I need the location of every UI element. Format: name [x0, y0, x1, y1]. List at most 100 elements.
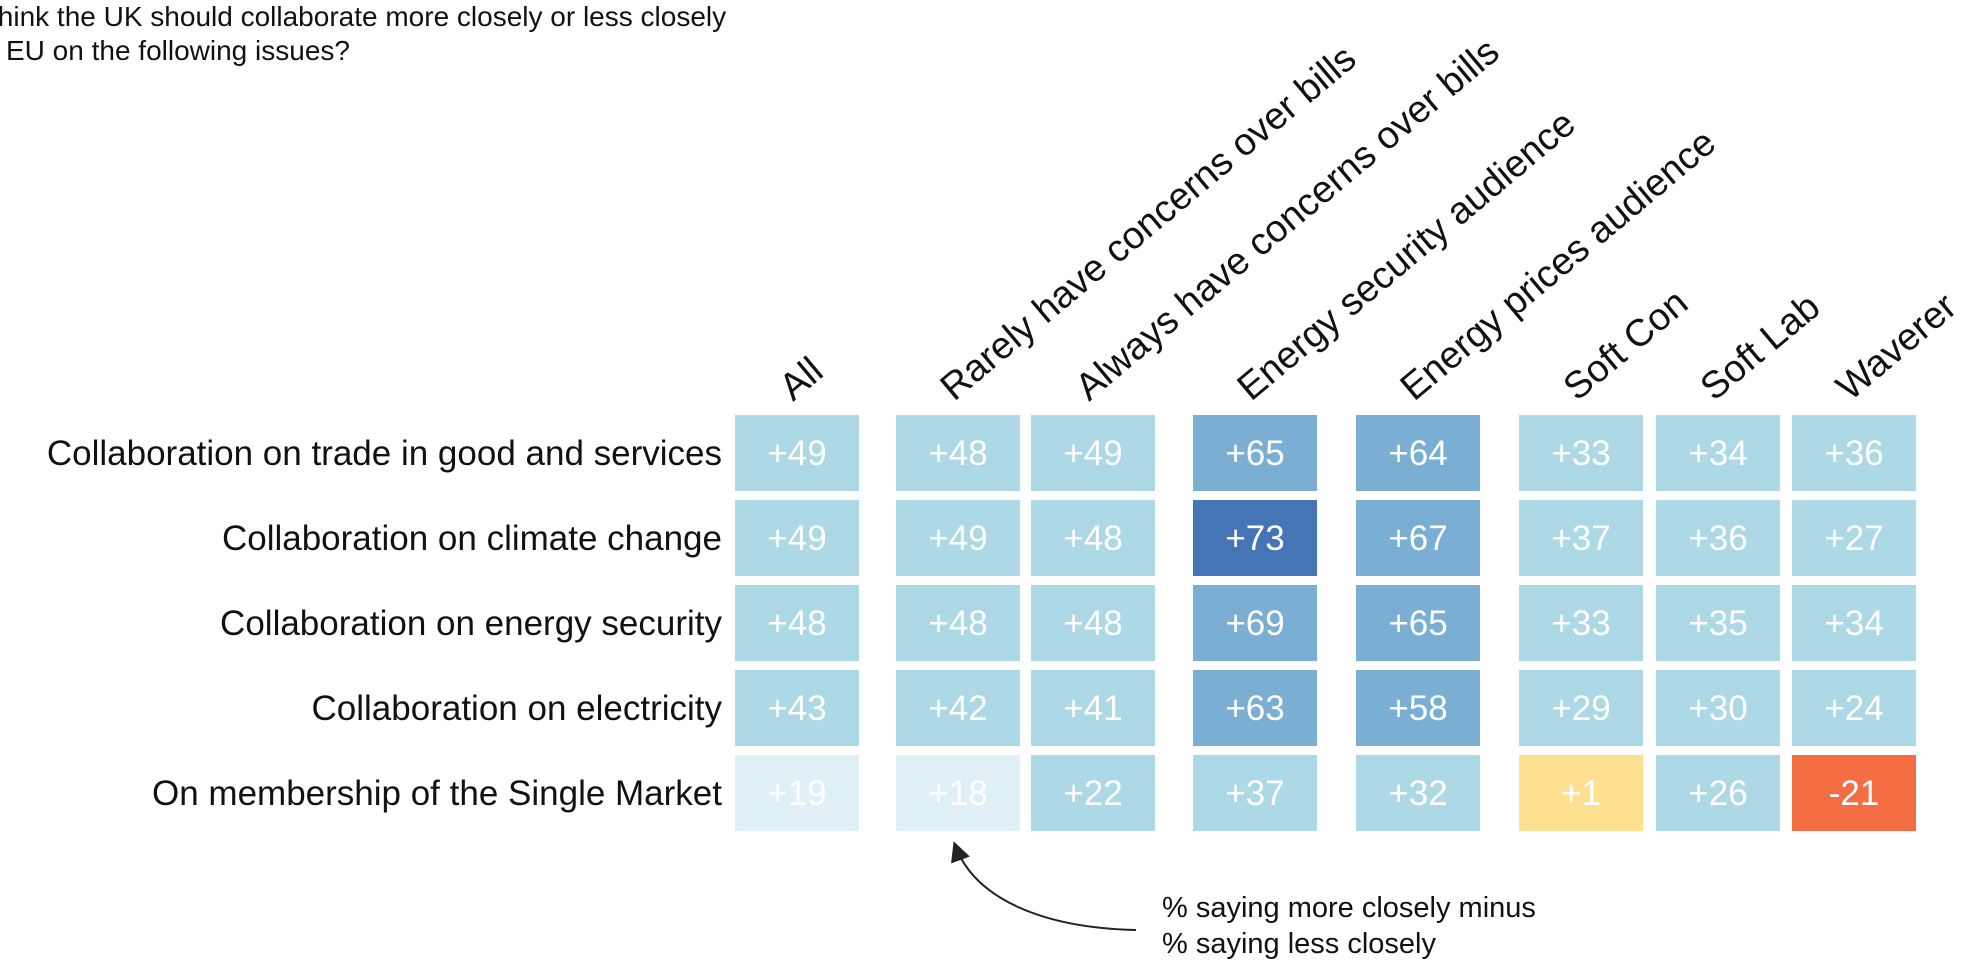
heatmap-cell-value: +35: [1688, 604, 1747, 643]
heatmap-cell: [1792, 500, 1916, 576]
heatmap-cell-value: +48: [1063, 519, 1122, 558]
heatmap-cell-value: +49: [1063, 434, 1122, 473]
heatmap-cell: [896, 670, 1020, 746]
heatmap-cell: [896, 755, 1020, 831]
heatmap-cell: [1031, 670, 1155, 746]
heatmap-cell: [735, 585, 859, 661]
heatmap-cell: [896, 500, 1020, 576]
heatmap-cell-value: +32: [1388, 774, 1447, 813]
heatmap-cell: [1356, 755, 1480, 831]
heatmap-cell: [1356, 415, 1480, 491]
heatmap-cell: [896, 415, 1020, 491]
heatmap-cell: [1792, 585, 1916, 661]
column-labels: All Rarely have concerns over billsAlways…: [772, 31, 1965, 409]
heatmap-cell-value: +49: [767, 519, 826, 558]
heatmap-cell: [735, 500, 859, 576]
heatmap-cell: [735, 670, 859, 746]
row-labels: Collaboration on trade in good and servi…: [47, 434, 723, 813]
row-label-collaboration-on-climate-change: Collaboration on climate change: [222, 519, 722, 558]
heatmap-cell-value: +34: [1688, 434, 1747, 473]
heatmap-cell-value: +26: [1688, 774, 1747, 813]
heatmap-cell-value: +42: [928, 689, 987, 728]
question-line-1: think the UK should collaborate more clo…: [0, 1, 727, 32]
heatmap-cell: [1656, 755, 1780, 831]
heatmap-cell: [1656, 585, 1780, 661]
column-label-soft-lab: Soft Lab: [1693, 286, 1828, 409]
column-label-all: All: [772, 350, 831, 409]
heatmap-cell-value: +48: [928, 604, 987, 643]
heatmap-cell: [1792, 755, 1916, 831]
heatmap-cell: [1519, 585, 1643, 661]
heatmap-cell: [1031, 500, 1155, 576]
heatmap-cell-value: +33: [1551, 434, 1610, 473]
heatmap-cell-value: +67: [1388, 519, 1447, 558]
heatmap-cell-value: +30: [1688, 689, 1747, 728]
heatmap-cell-value: +69: [1225, 604, 1284, 643]
heatmap-cell: [1792, 670, 1916, 746]
heatmap-cell-value: +34: [1824, 604, 1883, 643]
heatmap-cell-value: +19: [767, 774, 826, 813]
heatmap-cell: [1193, 500, 1317, 576]
heatmap-cell: [735, 755, 859, 831]
column-label-waverer: Waverer: [1829, 285, 1965, 409]
heatmap-cell-value: +63: [1225, 689, 1284, 728]
row-label-collaboration-on-energy-security: Collaboration on energy security: [220, 604, 722, 643]
heatmap-cell: [1356, 670, 1480, 746]
annotation-arrow: [951, 841, 1137, 931]
heatmap-cell: [1356, 500, 1480, 576]
heatmap-cell: [1519, 500, 1643, 576]
heatmap-cell-value: +27: [1824, 519, 1883, 558]
heatmap-cell-value: +43: [767, 689, 826, 728]
heatmap-cell: [735, 415, 859, 491]
heatmap-cell: [1656, 500, 1780, 576]
question-line-2: EU on the following issues?: [6, 35, 350, 66]
heatmap-grid: +49 +48 +49 +65 +64 +33 +34 +36 +49 +49 +48 +73 +67 +…: [735, 415, 1916, 831]
heatmap-cell-value: +48: [928, 434, 987, 473]
column-label-soft-con: Soft Con: [1556, 282, 1696, 409]
heatmap-cell-value: +49: [928, 519, 987, 558]
heatmap-cell: [1656, 670, 1780, 746]
heatmap-cell: [1031, 755, 1155, 831]
heatmap-cell: [1519, 670, 1643, 746]
annotation-line-2: % saying less closely: [1162, 928, 1436, 960]
question-text: think the UK should collaborate more clo…: [0, 0, 970, 68]
row-label-collaboration-on-electricity: Collaboration on electricity: [312, 689, 723, 728]
heatmap-cell: [1656, 415, 1780, 491]
heatmap-cell-value: +48: [767, 604, 826, 643]
heatmap-cell: [896, 585, 1020, 661]
heatmap-cell-value: +41: [1063, 689, 1122, 728]
heatmap-cell-value: +65: [1388, 604, 1447, 643]
row-label-on-membership-of-the-single-market: On membership of the Single Market: [152, 774, 722, 813]
column-label-energy-security-audience: Energy security audience: [1230, 102, 1584, 408]
heatmap-cell: [1193, 585, 1317, 661]
heatmap-cell-value: +49: [767, 434, 826, 473]
heatmap-cell-value: +18: [928, 774, 987, 813]
heatmap-cell: [1519, 415, 1643, 491]
heatmap-cell-value: +48: [1063, 604, 1122, 643]
heatmap-cell: [1792, 415, 1916, 491]
heatmap-cell-value: -21: [1829, 774, 1880, 813]
heatmap-cell: [1356, 585, 1480, 661]
heatmap-cell-value: +73: [1225, 519, 1284, 558]
row-label-collaboration-on-trade-in-good-and-services: Collaboration on trade in good and servi…: [47, 434, 722, 473]
heatmap-cell-value: +36: [1688, 519, 1747, 558]
heatmap-cell-value: +58: [1388, 689, 1447, 728]
heatmap-cell: [1193, 415, 1317, 491]
heatmap-cell-value: +33: [1551, 604, 1610, 643]
heatmap-cell-value: +65: [1225, 434, 1284, 473]
heatmap-cell-value: +1: [1561, 774, 1601, 813]
heatmap-cell: [1031, 415, 1155, 491]
heatmap-cell: [1519, 755, 1643, 831]
heatmap-cell-value: +64: [1388, 434, 1447, 473]
heatmap-cell-value: +37: [1551, 519, 1610, 558]
heatmap-cell-value: +24: [1824, 689, 1883, 728]
column-label-energy-prices-audience: Energy prices audience: [1393, 121, 1724, 408]
heatmap-cell: [1193, 670, 1317, 746]
heatmap-cell-value: +29: [1551, 689, 1610, 728]
annotation-line-1: % saying more closely minus: [1162, 892, 1536, 924]
heatmap-cell: [1031, 585, 1155, 661]
heatmap-cell-value: +36: [1824, 434, 1883, 473]
heatmap-cell: [1193, 755, 1317, 831]
